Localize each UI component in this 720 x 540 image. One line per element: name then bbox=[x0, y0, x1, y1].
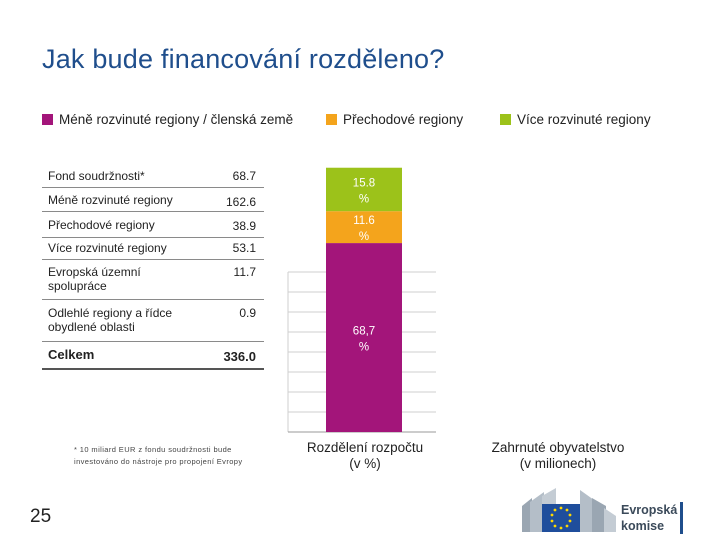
logo-text-line: komise bbox=[621, 519, 665, 533]
legend-swatch-transition bbox=[326, 114, 337, 125]
legend-item-less-developed: Méně rozvinuté regiony / členská země bbox=[42, 112, 293, 127]
legend-label-less-developed: Méně rozvinuté regiony / členská země bbox=[59, 112, 294, 127]
logo-text-line: Evropská bbox=[621, 503, 678, 517]
table-row-value: 11.7 bbox=[233, 265, 256, 279]
table-row-label: Fond soudržnosti* bbox=[48, 169, 145, 183]
chart-xlabel-line: (v milionech) bbox=[519, 456, 597, 471]
table-row: Odlehlé regiony a řídce obydlené oblasti… bbox=[42, 299, 264, 342]
chart-data-label: 68,7% bbox=[353, 326, 375, 354]
table-row-label: Více rozvinuté regiony bbox=[48, 241, 167, 255]
chart-bar-segment-0 bbox=[326, 243, 402, 432]
chart-bar-segment-2 bbox=[326, 167, 402, 212]
table-row-value: 68.7 bbox=[232, 169, 256, 183]
chart-data-label: 11.6% bbox=[353, 215, 375, 243]
chart-bar-segment-1 bbox=[326, 211, 402, 244]
logo-divider bbox=[680, 502, 683, 534]
table-row: Méně rozvinuté regiony 162.6 bbox=[42, 187, 264, 212]
table-total-row: Celkem 336.0 bbox=[42, 341, 264, 370]
legend-swatch-less-developed bbox=[42, 114, 53, 125]
eu-commission-logo-icon bbox=[522, 488, 616, 532]
table-row: Fond soudržnosti* 68.7 bbox=[42, 160, 264, 188]
table-row-label: Odlehlé regiony a řídce obydlené oblasti bbox=[48, 306, 173, 334]
eu-commission-logo-text: Evropská komise bbox=[621, 502, 677, 534]
page-title: Jak bude financování rozděleno? bbox=[42, 44, 445, 74]
table-row-value: 162.6 bbox=[225, 195, 256, 209]
chart-category-label-population: Zahrnuté obyvatelstvo (v milionech) bbox=[478, 440, 638, 472]
legend-item-transition: Přechodové regiony bbox=[326, 112, 463, 127]
legend-label-transition: Přechodové regiony bbox=[343, 112, 464, 127]
chart-xlabel-line: Rozdělení rozpočtu bbox=[306, 440, 424, 455]
chart-bar-labels: 68,7 % 11.6 % 15.8% bbox=[353, 177, 375, 353]
table-row-label: Přechodové regiony bbox=[48, 218, 155, 232]
table-row: Přechodové regiony 38.9 bbox=[42, 211, 264, 238]
chart-category-label-budget: Rozdělení rozpočtu (v %) bbox=[290, 440, 440, 472]
table-row-label: Evropská územní spolupráce bbox=[48, 265, 141, 293]
chart-xlabel-line: Zahrnuté obyvatelstvo bbox=[491, 440, 625, 455]
footnote: * 10 miliard EUR z fondu soudržnosti bud… bbox=[74, 445, 243, 466]
table-row-label: Méně rozvinuté regiony bbox=[48, 193, 173, 207]
chart-xlabel-line: (v %) bbox=[349, 456, 381, 471]
legend-swatch-more-developed bbox=[500, 114, 511, 125]
table-row: Více rozvinuté regiony 53.1 bbox=[42, 237, 264, 260]
table-row-value: 53.1 bbox=[232, 241, 256, 255]
table-row-value: 0.9 bbox=[239, 306, 256, 320]
table-row: Evropská územní spolupráce 11.7 bbox=[42, 259, 264, 300]
chart-data-label: 15.8% bbox=[353, 177, 375, 205]
legend-item-more-developed: Více rozvinuté regiony bbox=[500, 112, 651, 127]
legend-label-more-developed: Více rozvinuté regiony bbox=[517, 112, 651, 127]
page-number: 25 bbox=[30, 506, 52, 527]
table-total-value: 336.0 bbox=[223, 349, 256, 364]
table-row-value: 38.9 bbox=[232, 219, 256, 233]
table-total-label: Celkem bbox=[48, 347, 95, 362]
chart-bars bbox=[326, 167, 402, 432]
